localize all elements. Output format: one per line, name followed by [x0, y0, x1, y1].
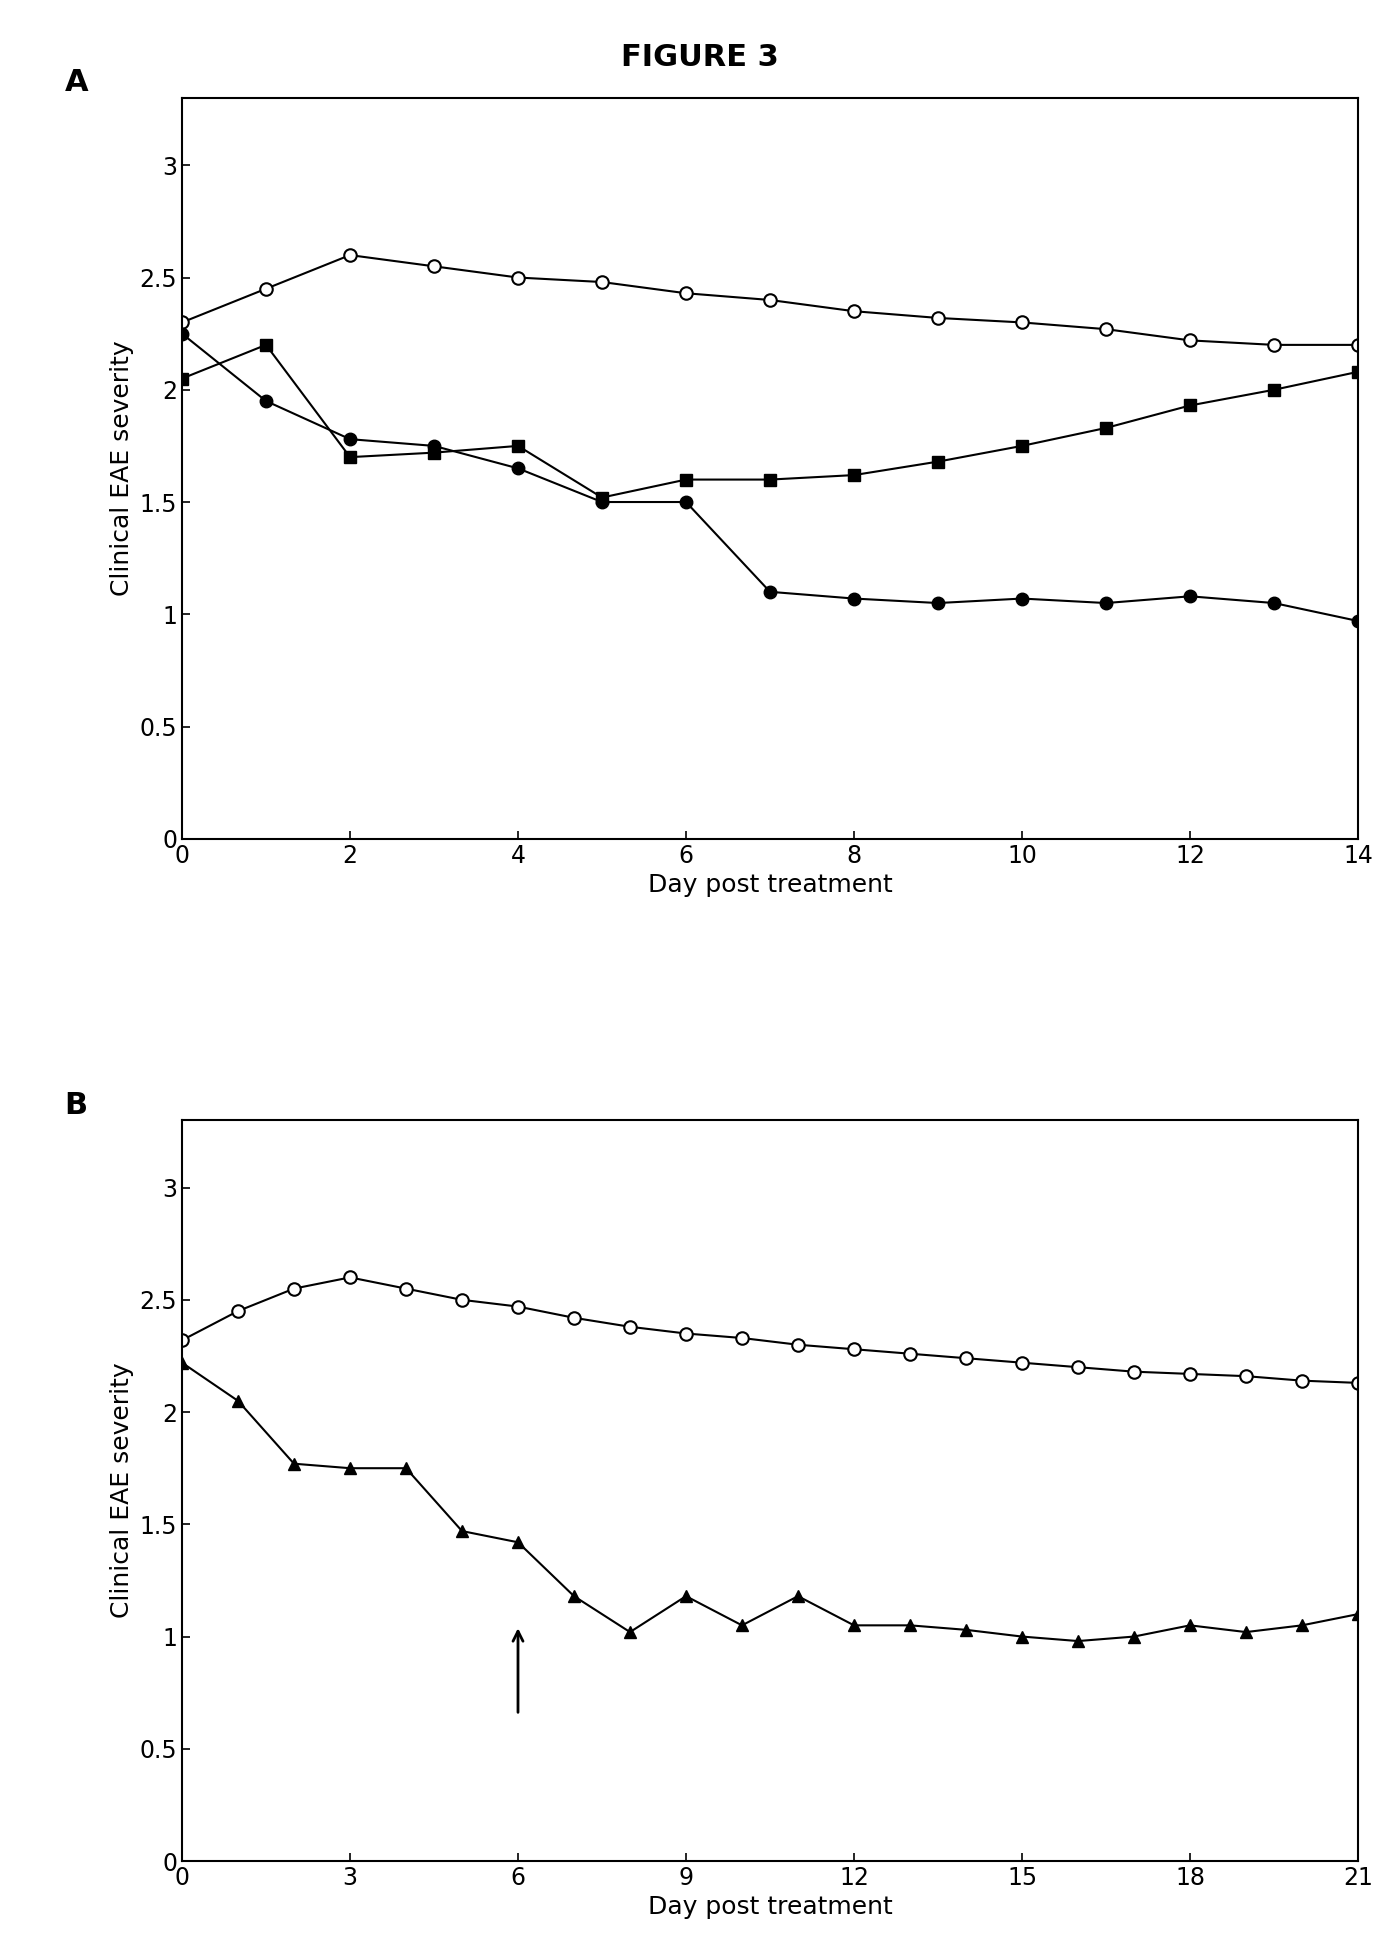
Y-axis label: Clinical EAE severity: Clinical EAE severity: [111, 1363, 134, 1618]
Y-axis label: Clinical EAE severity: Clinical EAE severity: [111, 341, 134, 596]
X-axis label: Day post treatment: Day post treatment: [648, 874, 892, 897]
Text: FIGURE 3: FIGURE 3: [622, 43, 778, 72]
Text: A: A: [64, 69, 88, 98]
X-axis label: Day post treatment: Day post treatment: [648, 1896, 892, 1920]
Text: B: B: [64, 1091, 88, 1121]
